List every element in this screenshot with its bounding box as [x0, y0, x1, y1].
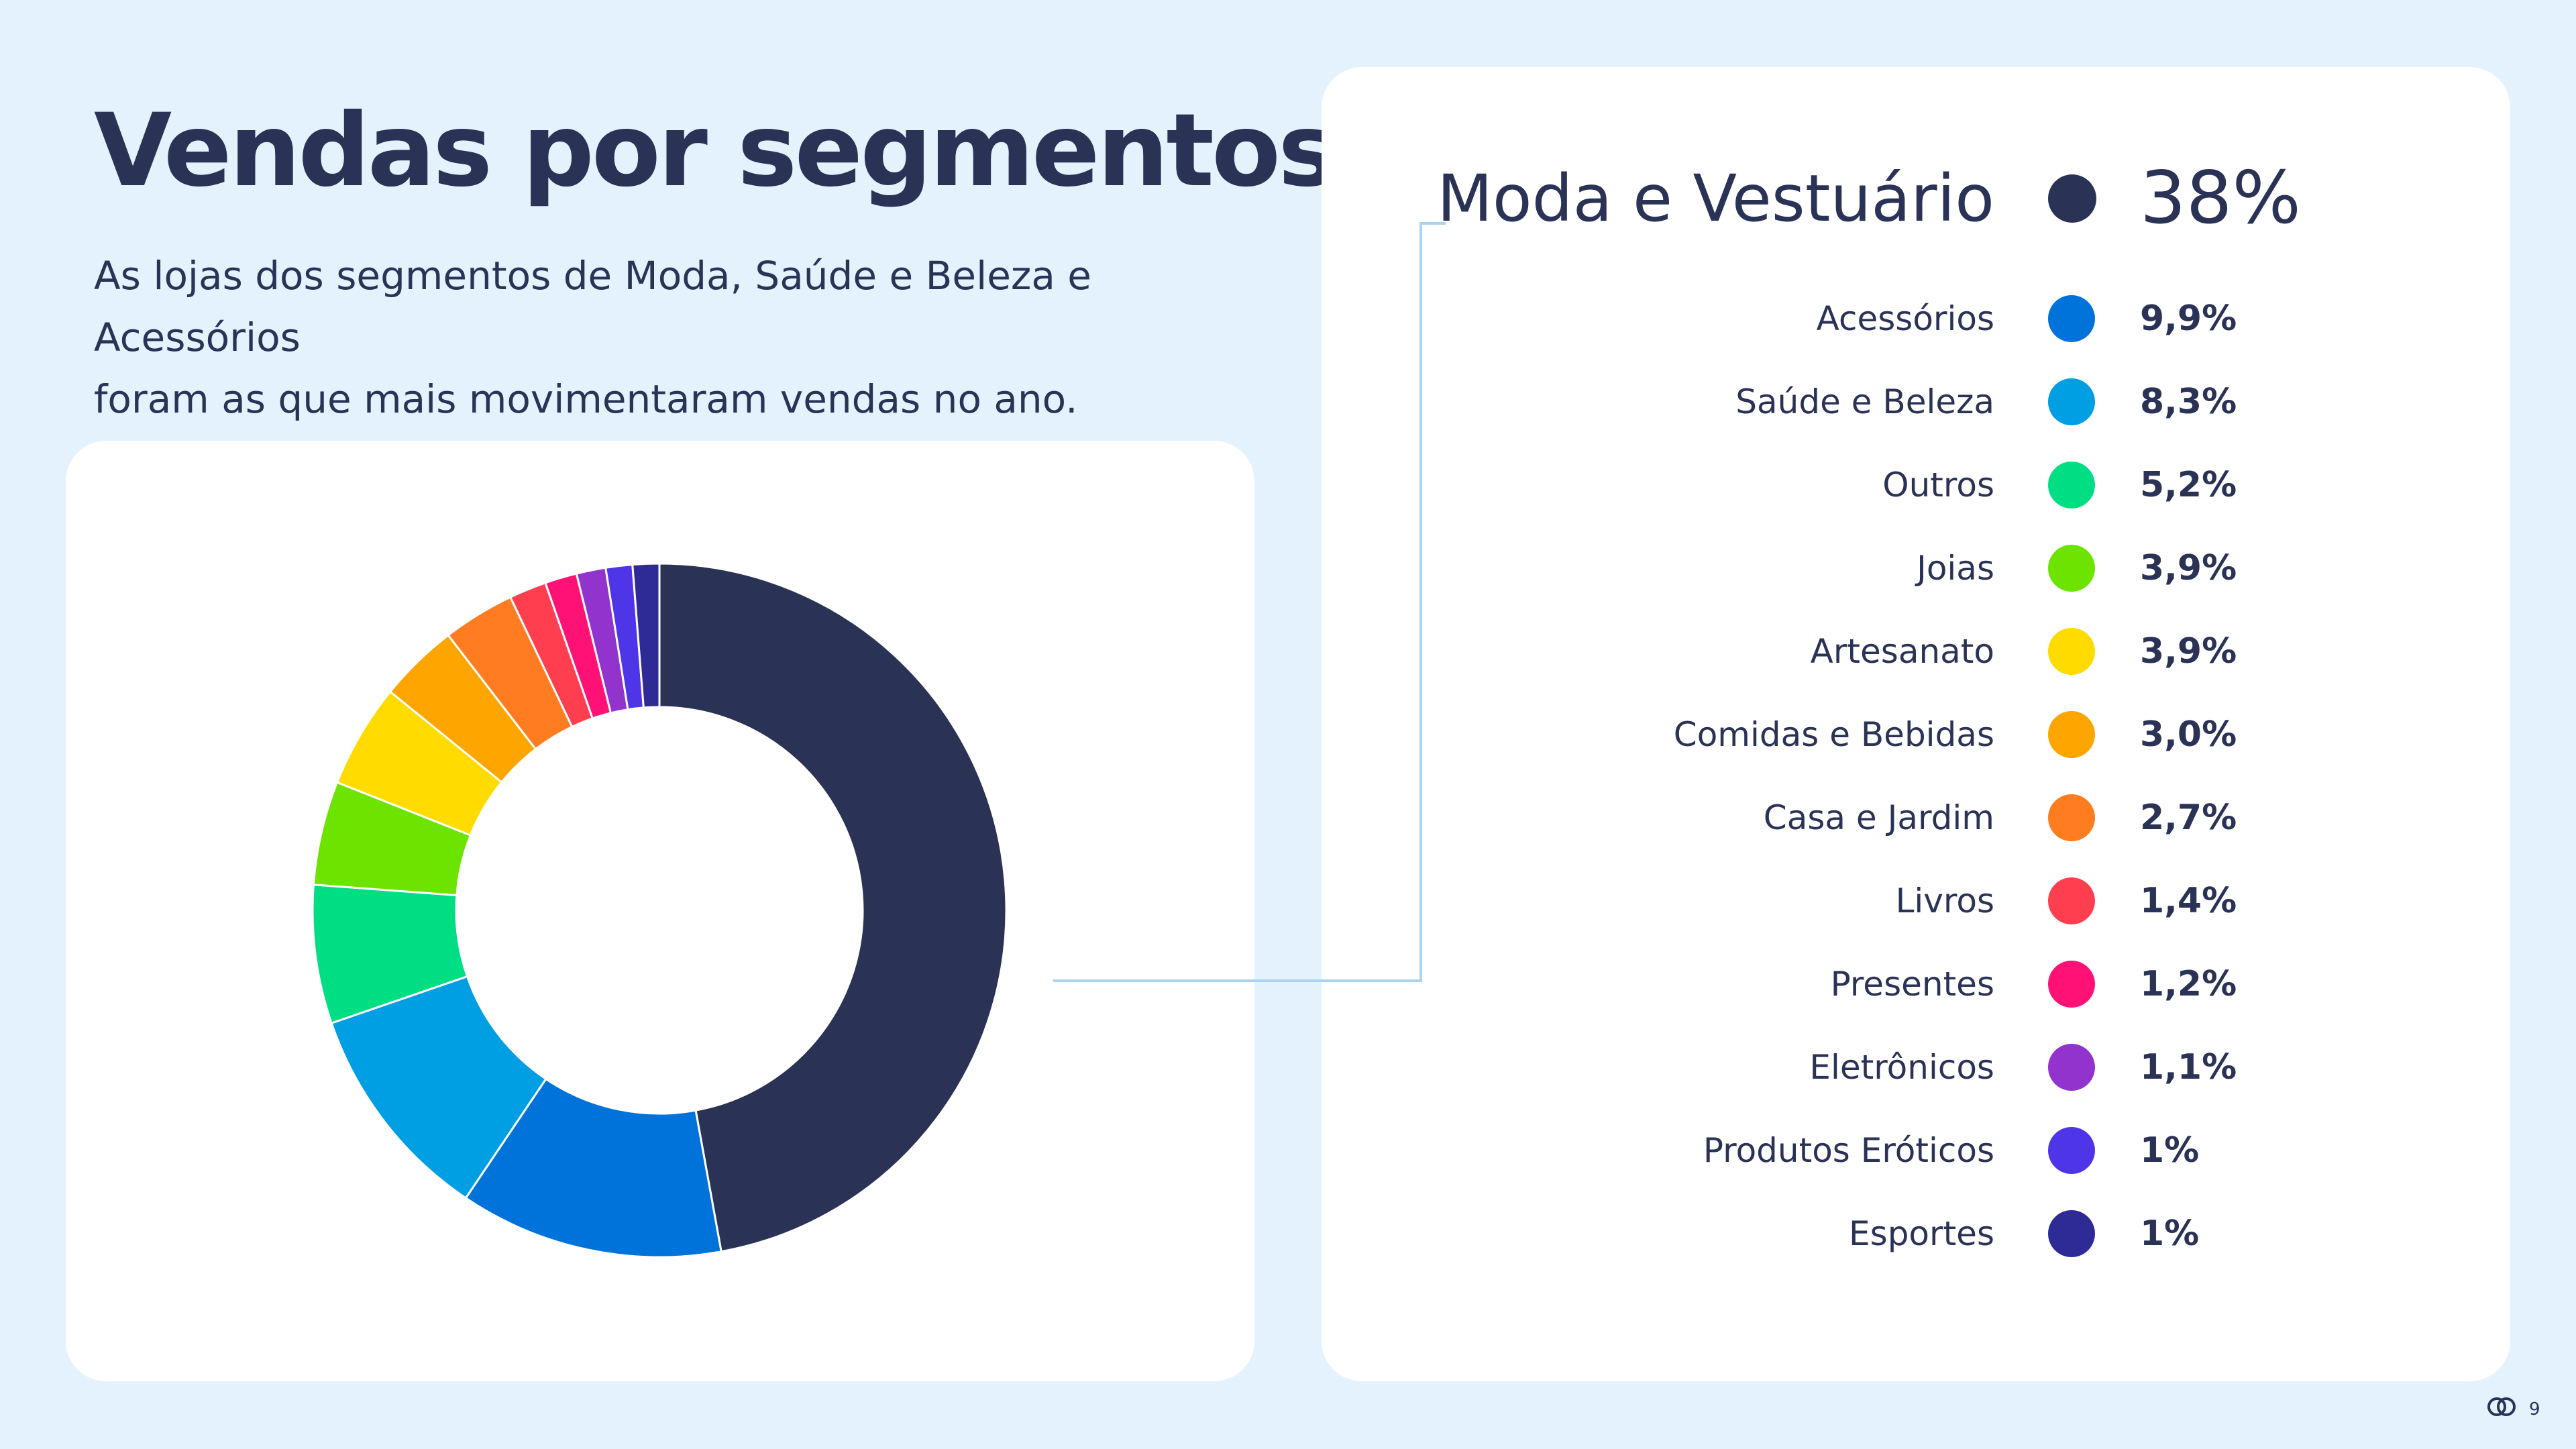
legend-color-swatch: [2048, 462, 2095, 508]
legend-item-presentes: Presentes 1,2%: [1322, 951, 2510, 1018]
legend-color-swatch: [2048, 1210, 2095, 1257]
legend-label: Saúde e Beleza: [1735, 382, 1994, 421]
page-number: 9: [2529, 1399, 2540, 1419]
legend-item-outros: Outros 5,2%: [1322, 451, 2510, 519]
legend-color-swatch: [2048, 1044, 2095, 1091]
legend-value: 1%: [2140, 1130, 2200, 1171]
legend-item-eletronicos: Eletrônicos 1,1%: [1322, 1034, 2510, 1101]
subtitle-line-1: As lojas dos segmentos de Moda, Saúde e …: [94, 253, 1091, 360]
legend-value: 8,3%: [2140, 382, 2237, 422]
legend-card: Moda e Vestuário 38% Acessórios 9,9% Saúde e…: [1322, 67, 2510, 1381]
legend-item-saude-e-beleza: Saúde e Beleza 8,3%: [1322, 368, 2510, 435]
legend-value: 3,0%: [2140, 714, 2237, 755]
legend-item-comidas-e-bebidas: Comidas e Bebidas 3,0%: [1322, 701, 2510, 768]
legend-color-swatch: [2048, 378, 2095, 425]
slice-moda-e-vestuario: [658, 562, 1008, 1253]
legend-label: Esportes: [1849, 1214, 1994, 1253]
legend-label: Presentes: [1830, 965, 1994, 1004]
slice-acessorios: [464, 1077, 722, 1258]
legend-label: Artesanato: [1810, 632, 1994, 671]
brand-logo-icon: [2487, 1397, 2516, 1416]
page-subtitle: As lojas dos segmentos de Moda, Saúde e …: [94, 245, 1234, 430]
legend-label: Moda e Vestuário: [1437, 161, 1994, 236]
legend-value: 1%: [2140, 1214, 2200, 1254]
legend-color-swatch: [2048, 711, 2095, 758]
legend-value: 3,9%: [2140, 548, 2237, 588]
chart-card: [66, 441, 1254, 1381]
legend-item-moda-e-vestuario: Moda e Vestuário 38%: [1322, 156, 2510, 240]
legend-item-joias: Joias 3,9%: [1322, 535, 2510, 602]
slice-esportes: [631, 562, 661, 709]
legend-label: Joias: [1917, 549, 1994, 588]
legend-item-livros: Livros 1,4%: [1322, 867, 2510, 934]
legend-label: Livros: [1895, 881, 1994, 920]
legend-item-produtos-eroticos: Produtos Eróticos 1%: [1322, 1117, 2510, 1184]
legend-value: 3,9%: [2140, 631, 2237, 672]
legend-value: 5,2%: [2140, 465, 2237, 505]
legend-color-swatch: [2048, 794, 2095, 841]
legend-item-artesanato: Artesanato 3,9%: [1322, 618, 2510, 685]
legend-item-acessorios: Acessórios 9,9%: [1322, 285, 2510, 352]
legend-value: 1,1%: [2140, 1047, 2237, 1087]
legend-color-swatch: [2048, 877, 2095, 924]
legend-color-swatch: [2048, 628, 2095, 675]
legend-label: Produtos Eróticos: [1703, 1131, 1994, 1170]
legend-color-swatch: [2048, 961, 2095, 1008]
legend-value: 2,7%: [2140, 798, 2237, 838]
legend-label: Acessórios: [1816, 299, 1994, 338]
legend-label: Casa e Jardim: [1763, 798, 1994, 837]
legend-color-swatch: [2048, 295, 2095, 342]
legend-value: 1,2%: [2140, 964, 2237, 1004]
legend-item-esportes: Esportes 1%: [1322, 1200, 2510, 1267]
page-title: Vendas por segmentos: [94, 93, 1338, 209]
legend-color-swatch: [2048, 1127, 2095, 1174]
legend-value: 1,4%: [2140, 881, 2237, 921]
legend-color-swatch: [2048, 545, 2095, 592]
legend-label: Comidas e Bebidas: [1673, 715, 1994, 754]
legend-value: 9,9%: [2140, 299, 2237, 339]
legend-color-swatch: [2048, 174, 2096, 223]
legend-item-casa-e-jardim: Casa e Jardim 2,7%: [1322, 784, 2510, 851]
legend-label: Eletrônicos: [1809, 1048, 1994, 1087]
donut-chart: [311, 562, 1008, 1258]
legend-value: 38%: [2140, 156, 2302, 240]
legend-label: Outros: [1882, 466, 1994, 504]
subtitle-line-2: foram as que mais movimentaram vendas no…: [94, 376, 1078, 422]
